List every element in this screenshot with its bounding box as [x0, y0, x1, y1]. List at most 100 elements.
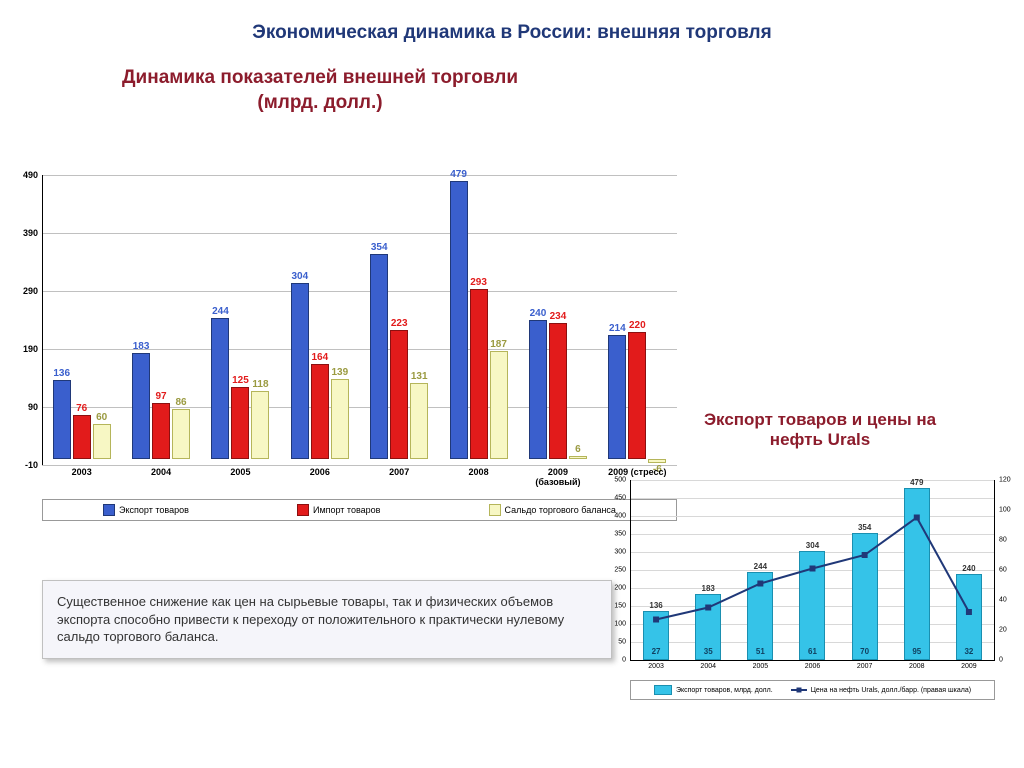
chart1-bar-group: 244125118	[201, 318, 280, 460]
chart1-bar: 183	[132, 353, 150, 459]
chart2-bar-inner-label: 61	[808, 647, 817, 656]
chart2-x-label: 2006	[786, 660, 838, 671]
chart1-y-label: 90	[28, 402, 42, 412]
chart2-y-label-right: 100	[995, 507, 1011, 514]
chart2-bar-label: 136	[649, 601, 662, 612]
legend-label: Сальдо торгового баланса	[505, 505, 616, 515]
chart1-bar: 220	[628, 332, 646, 460]
chart1-bar-group: 1839786	[121, 353, 200, 459]
chart2-bar: 47995	[904, 488, 930, 660]
chart1-bar-label: 304	[291, 271, 308, 284]
chart1-container: -109019029039049013676601839786244125118…	[42, 175, 677, 545]
chart1-x-label: 2009(базовый)	[518, 465, 597, 488]
chart1-bar-label: 223	[391, 318, 408, 331]
chart2-y-label-left: 450	[614, 495, 630, 502]
chart2-bar-label: 479	[910, 478, 923, 489]
chart1-plot-area: -109019029039049013676601839786244125118…	[42, 175, 677, 465]
chart1-bar-label: 187	[490, 339, 507, 352]
chart1-legend-item: Импорт товаров	[297, 504, 380, 516]
chart1-bar: 234	[549, 323, 567, 459]
chart1-bar-group: 479293187	[439, 181, 518, 459]
chart2-bar: 30461	[799, 551, 825, 660]
chart2-plot-area: 0501001502002503003504004505000204060801…	[630, 480, 995, 660]
chart2-bar: 13627	[643, 611, 669, 660]
chart1-bar-label: 97	[156, 391, 167, 404]
chart2-x-label: 2008	[891, 660, 943, 671]
chart1-y-label: 190	[23, 344, 42, 354]
legend-label: Импорт товаров	[313, 505, 380, 515]
chart1-y-label: 390	[23, 228, 42, 238]
chart2-legend-item: Экспорт товаров, млрд. долл.	[654, 685, 773, 695]
chart1-bar-group: 2402346	[518, 320, 597, 459]
chart1-bar: 164	[311, 364, 329, 459]
legend-swatch	[654, 685, 672, 695]
chart2-bar-label: 354	[858, 523, 871, 534]
chart1-x-label: 2007	[360, 465, 439, 488]
chart2-bar-inner-label: 35	[704, 647, 713, 656]
chart2-y-label-left: 300	[614, 549, 630, 556]
chart2-y-label-left: 50	[618, 639, 630, 646]
chart1-bar-group: 354223131	[360, 254, 439, 459]
chart1-bar-label: 139	[331, 367, 348, 380]
chart2-bar-inner-label: 70	[860, 647, 869, 656]
chart1-bar-label: 234	[550, 311, 567, 324]
chart1-bar-label: 293	[470, 277, 487, 290]
chart2-bar-group: 35470	[839, 533, 891, 660]
chart1-bar: 6	[569, 456, 587, 459]
chart2-bar-label: 240	[962, 564, 975, 575]
chart1-bar: 304	[291, 283, 309, 459]
chart1-bar-label: 183	[133, 341, 150, 354]
chart1-bar-label: 220	[629, 320, 646, 333]
chart1-bar: 86	[172, 409, 190, 459]
chart1-x-label: 2006	[280, 465, 359, 488]
chart1-bar-label: 164	[311, 352, 328, 365]
chart2-y-label-right: 40	[995, 597, 1007, 604]
chart2-bar-group: 47995	[891, 488, 943, 660]
subtitle-line1: Динамика показателей внешней торговли	[90, 66, 550, 91]
chart1-bar: -6	[648, 459, 666, 462]
chart1-bar: 223	[390, 330, 408, 459]
chart2-bar-group: 13627	[630, 611, 682, 660]
chart1-bar: 139	[331, 379, 349, 460]
chart2-y-label-left: 250	[614, 567, 630, 574]
chart2-x-label: 2005	[734, 660, 786, 671]
chart1-bar-label: 86	[176, 397, 187, 410]
chart2-gridline	[630, 480, 995, 481]
chart2-legend: Экспорт товаров, млрд. долл. Цена на нефт…	[630, 680, 995, 700]
chart2-y-label-left: 350	[614, 531, 630, 538]
chart1-bar-label: 136	[53, 368, 70, 381]
chart1-y-label: 490	[23, 170, 42, 180]
chart1-bar-group: 214220-6	[598, 332, 677, 460]
legend-swatch	[791, 689, 807, 691]
legend-label: Экспорт товаров, млрд. долл.	[676, 687, 773, 694]
chart2-y-label-right: 0	[995, 657, 1003, 664]
chart2-y-label-left: 100	[614, 621, 630, 628]
chart1-bar: 131	[410, 383, 428, 459]
chart2-bar: 35470	[852, 533, 878, 660]
chart2-bar-label: 304	[806, 541, 819, 552]
chart2-bar-inner-label: 51	[756, 647, 765, 656]
chart1-bar: 187	[490, 351, 508, 459]
chart2-bar-group: 30461	[786, 551, 838, 660]
chart2-x-label: 2009	[943, 660, 995, 671]
legend-swatch	[103, 504, 115, 516]
chart2-bar-inner-label: 27	[652, 647, 661, 656]
chart1-bar-label: 6	[575, 444, 581, 457]
chart1-gridline	[42, 175, 677, 176]
legend-label: Цена на нефть Urals, долл./барр. (правая…	[811, 687, 971, 694]
chart1-legend-item: Сальдо торгового баланса	[489, 504, 616, 516]
chart1-bar-label: 240	[530, 308, 547, 321]
chart1-bar: 76	[73, 415, 91, 459]
chart2-y-label-left: 400	[614, 513, 630, 520]
chart1-bar: 118	[251, 391, 269, 459]
chart2-x-label: 2004	[682, 660, 734, 671]
chart2-bar-inner-label: 95	[912, 647, 921, 656]
chart1-bar-group: 304164139	[280, 283, 359, 459]
chart2-x-label: 2003	[630, 660, 682, 671]
chart2-legend-item: Цена на нефть Urals, долл./барр. (правая…	[791, 685, 971, 695]
chart1-bar-label: 60	[96, 412, 107, 425]
chart1-x-label: 2008	[439, 465, 518, 488]
chart1-bar: 97	[152, 403, 170, 459]
chart2-title: Экспорт товаров и цены на нефть Urals	[680, 410, 960, 450]
chart1-bar-label: 244	[212, 306, 229, 319]
